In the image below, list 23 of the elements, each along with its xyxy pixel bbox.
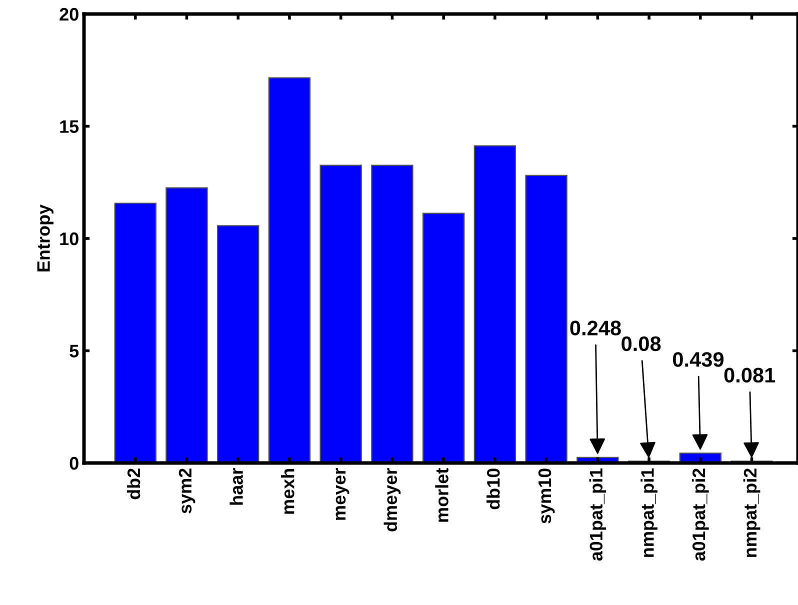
x-tick-label: haar — [230, 468, 243, 505]
x-tick-label: mexh — [281, 468, 294, 514]
x-tick-label: sym2 — [178, 468, 196, 514]
y-tick-label: 0 — [70, 456, 78, 470]
y-tick-label: 20 — [60, 8, 78, 21]
x-tick-label: sym10 — [538, 468, 555, 524]
y-tick-label: 5 — [70, 344, 79, 358]
x-tick-label: db2 — [126, 468, 140, 500]
x-tick-label: nmpat_pi1 — [640, 468, 658, 557]
x-tick-label: dmeyer — [384, 468, 401, 532]
x-tick-label: db10 — [486, 468, 500, 510]
data-label: 0.248 — [570, 320, 621, 336]
y-tick-label: 15 — [60, 120, 79, 133]
x-tick-label: morlet — [435, 468, 448, 522]
x-tick-label: a01pat_pi2 — [692, 468, 709, 561]
data-label: 0.08 — [622, 336, 661, 352]
data-label: 0.439 — [672, 352, 724, 367]
x-tick-label: nmpat_pi2 — [743, 468, 760, 557]
data-label: 0.081 — [724, 368, 776, 383]
y-axis-title: Entropy — [37, 204, 54, 272]
y-tick-label: 10 — [60, 232, 78, 246]
x-tick-label: meyer — [336, 468, 350, 520]
x-tick-label: a01pat_pi1 — [589, 468, 606, 561]
